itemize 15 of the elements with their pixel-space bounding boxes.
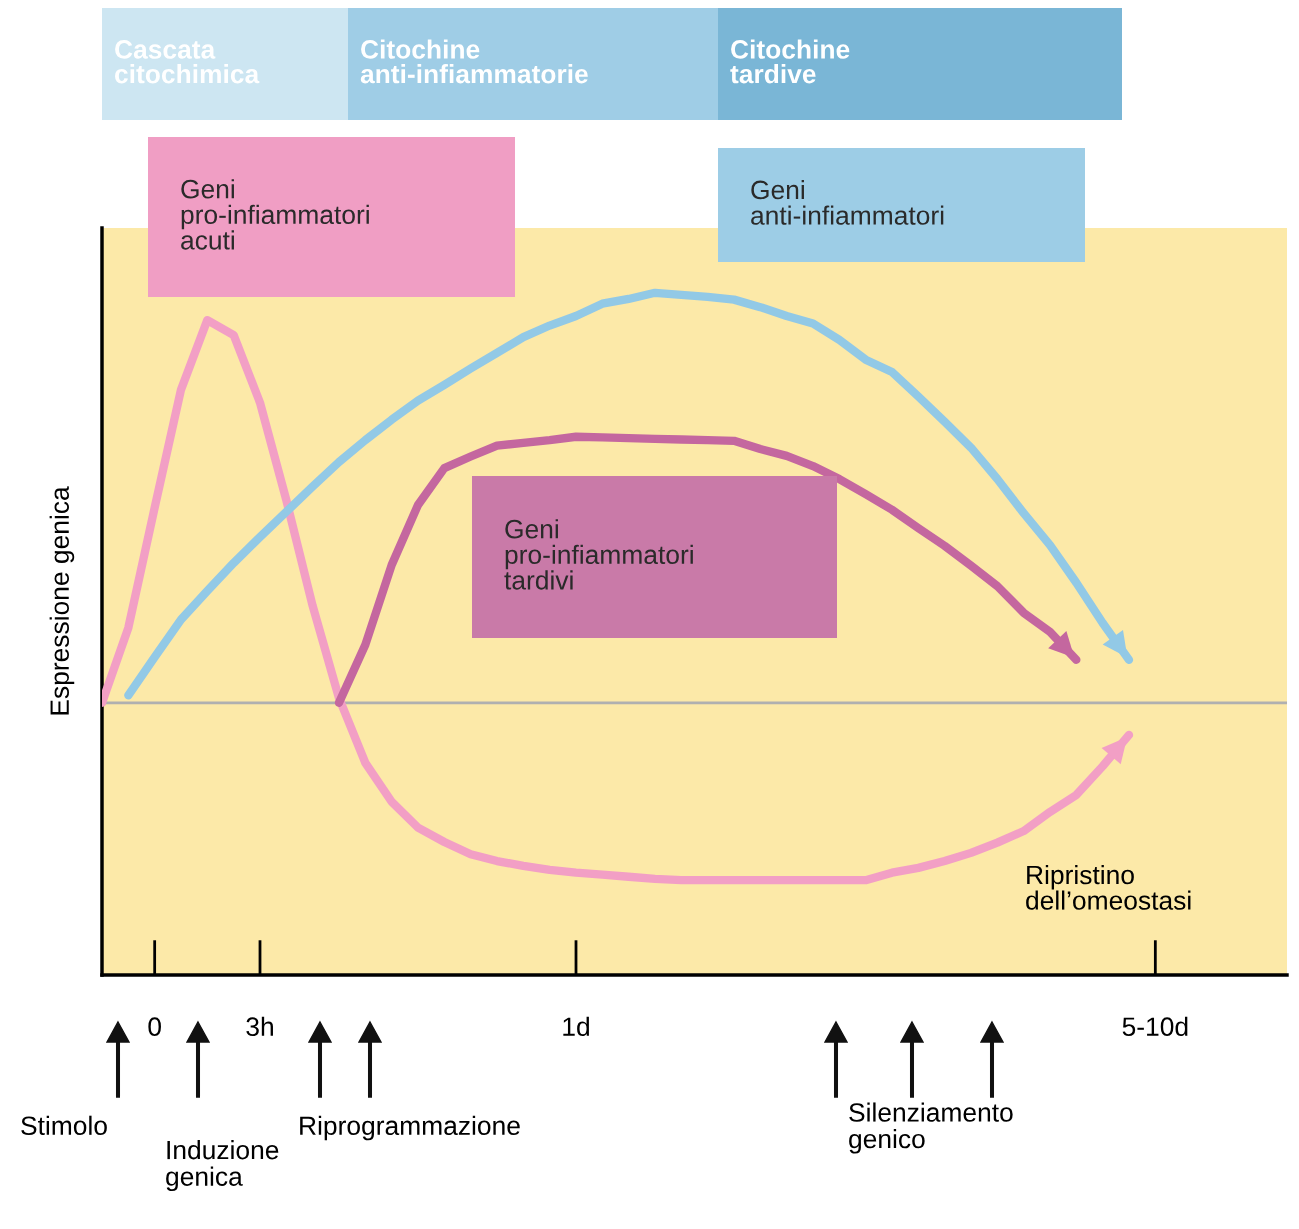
- text: Geni anti-infiammatori: [751, 179, 944, 225]
- y-axis-title: Espressione genica: [49, 486, 75, 715]
- text: Citochine tardive: [730, 39, 850, 84]
- x-tick-label: 3h: [246, 1016, 273, 1037]
- x-tick-label: 1d: [563, 1016, 589, 1037]
- text: Riprogrammazione: [300, 1115, 520, 1141]
- annotation: Ripristino dell’omeostasi: [1026, 864, 1191, 910]
- text: Induzione genica: [166, 1140, 279, 1192]
- x-tick-label: 5-10d: [1122, 1016, 1188, 1037]
- text: Stimolo: [21, 1115, 107, 1136]
- text: Geni pro-infiammatori acuti: [181, 179, 369, 250]
- text: Geni pro-infiammatori tardivi: [504, 519, 693, 590]
- text: Silenziamento genico: [849, 1102, 1013, 1154]
- x-tick-label: 0: [148, 1017, 161, 1037]
- text: Citochine anti-infiammatorie: [360, 39, 588, 84]
